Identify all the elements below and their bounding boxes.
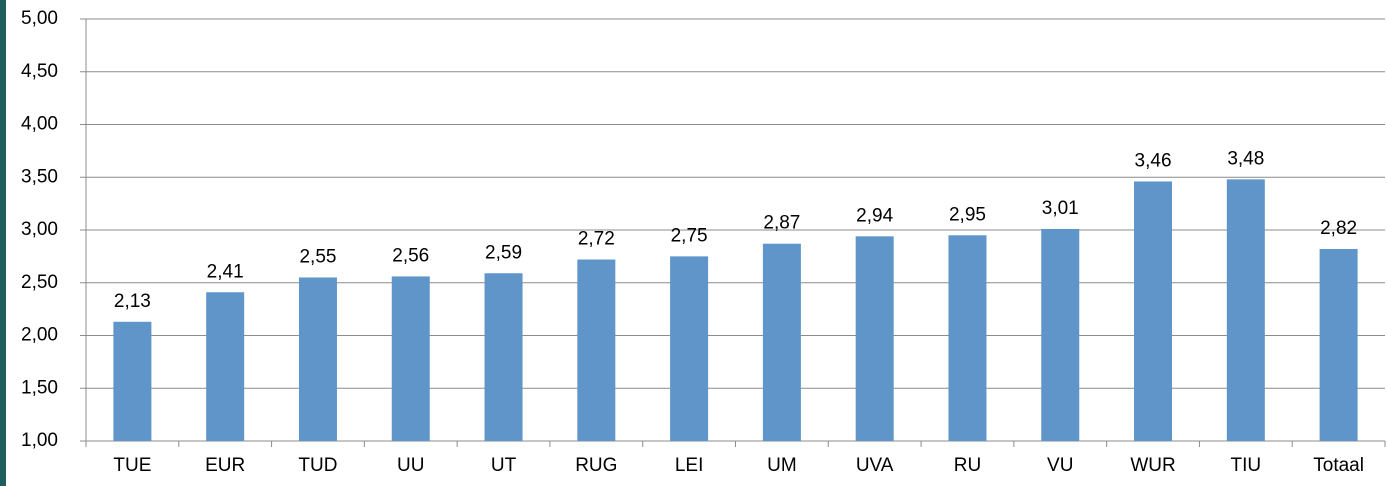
y-tick-label: 4,50 [21,61,58,82]
x-tick-label: VU [1047,455,1073,476]
x-tick-label: LEI [675,455,704,476]
y-tick-label: 5,00 [21,8,58,29]
y-tick-label: 2,50 [21,272,58,293]
x-tick-label: TUD [298,455,337,476]
x-tick-label: UVA [856,455,894,476]
data-label: 3,46 [1135,150,1172,171]
x-tick-label: UU [397,455,424,476]
x-tick-label: UT [491,455,517,476]
bar [762,243,801,441]
bar [1041,228,1080,441]
x-tick-label: TUE [113,455,151,476]
x-tick-label: RUG [575,455,617,476]
y-tick-label: 3,00 [21,219,58,240]
data-label: 2,95 [949,204,986,225]
data-label: 3,01 [1042,198,1079,219]
bar [670,256,709,441]
bar [948,235,987,441]
data-label: 2,72 [578,229,615,250]
data-label: 2,13 [114,291,151,312]
bar [1319,248,1358,441]
window-edge [0,0,6,486]
bar [484,273,523,441]
x-tick-label: EUR [205,455,245,476]
x-tick-label: UM [767,455,797,476]
data-label: 2,87 [763,213,800,234]
y-tick-label: 3,50 [21,166,58,187]
x-tick-label: RU [954,455,981,476]
x-tick-label: WUR [1130,455,1175,476]
bar [1134,181,1173,441]
bar [206,292,245,441]
y-tick-label: 2,00 [21,325,58,346]
bar [577,259,616,441]
data-label: 2,82 [1320,218,1357,239]
y-tick-label: 4,00 [21,114,58,135]
bar [298,277,337,441]
data-label: 2,59 [485,242,522,263]
bar [113,321,152,441]
bar [391,276,430,441]
data-label: 2,94 [856,205,893,226]
bar [855,236,894,441]
x-tick-label: TIU [1231,455,1262,476]
data-label: 2,41 [207,261,244,282]
data-label: 3,48 [1227,148,1264,169]
data-label: 2,56 [392,245,429,266]
bar [1226,179,1265,442]
y-tick-label: 1,50 [21,377,58,398]
y-tick-label: 1,00 [21,430,58,451]
data-label: 2,75 [671,225,708,246]
x-tick-label: Totaal [1313,455,1364,476]
data-label: 2,55 [299,246,336,267]
